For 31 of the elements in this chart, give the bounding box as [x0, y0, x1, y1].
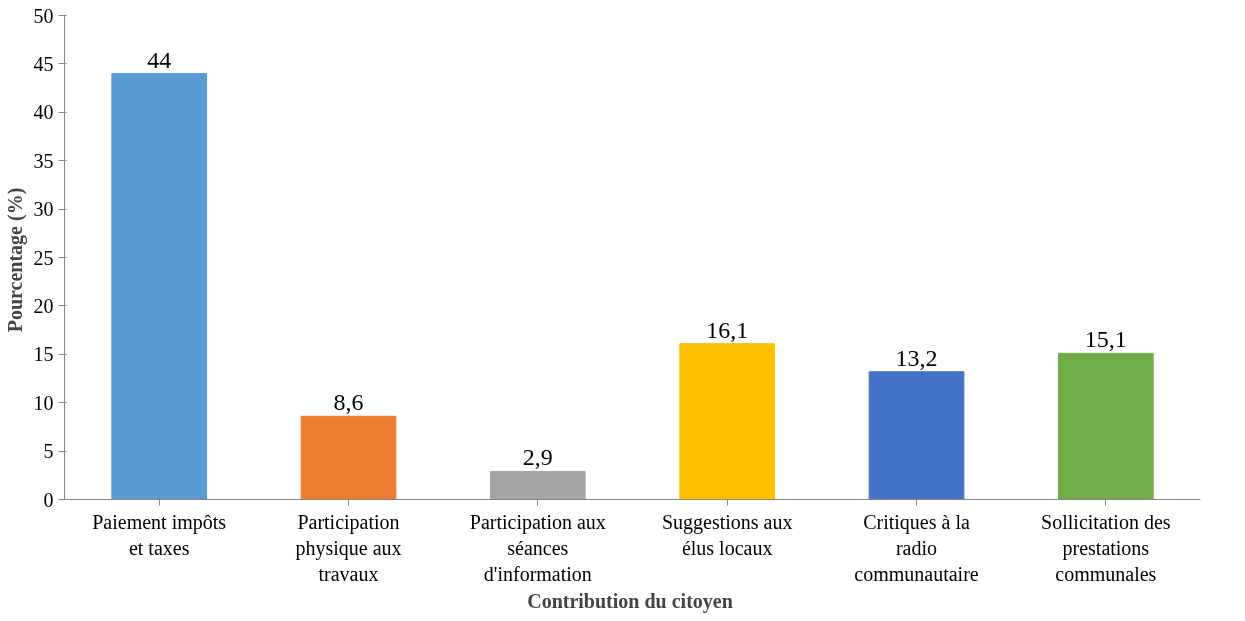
- bar: [300, 415, 397, 500]
- y-tick-label: 35: [33, 149, 54, 172]
- data-label: 16,1: [706, 316, 749, 343]
- x-tick-label: Participation aux séances d'information: [469, 510, 606, 586]
- y-tick-label: 45: [33, 52, 54, 75]
- data-label: 2,9: [522, 444, 553, 471]
- y-axis-title: Pourcentage (%): [3, 187, 27, 333]
- y-tick-label: 25: [33, 246, 54, 269]
- data-label: 15,1: [1084, 326, 1127, 353]
- bar: [868, 371, 965, 500]
- x-axis-title: Contribution du citoyen: [527, 590, 733, 614]
- x-tick-label: Sollicitation des prestations communales: [1041, 510, 1171, 586]
- y-tick-label: 0: [43, 488, 54, 511]
- data-label: 13,2: [895, 344, 938, 371]
- x-tick-label: Paiement impôts et taxes: [92, 510, 227, 559]
- x-tick-label: Critiques à la radio communautaire: [854, 510, 979, 586]
- bar: [490, 470, 586, 500]
- bar: [679, 343, 775, 500]
- x-tick-label: Suggestions aux élus locaux: [661, 510, 793, 559]
- y-tick-label: 5: [43, 440, 54, 463]
- y-tick-label: 40: [33, 101, 54, 124]
- y-tick-label: 10: [33, 391, 54, 414]
- x-tick-label: Participation physique aux travaux: [295, 510, 402, 586]
- y-tick-label: 50: [33, 4, 54, 27]
- y-tick-label: 15: [33, 343, 54, 366]
- data-label: 44: [147, 46, 172, 73]
- data-label: 8,6: [333, 389, 364, 416]
- bar: [111, 73, 207, 500]
- y-tick-label: 30: [33, 198, 54, 221]
- bar: [1058, 352, 1154, 500]
- y-tick-label: 20: [33, 294, 54, 317]
